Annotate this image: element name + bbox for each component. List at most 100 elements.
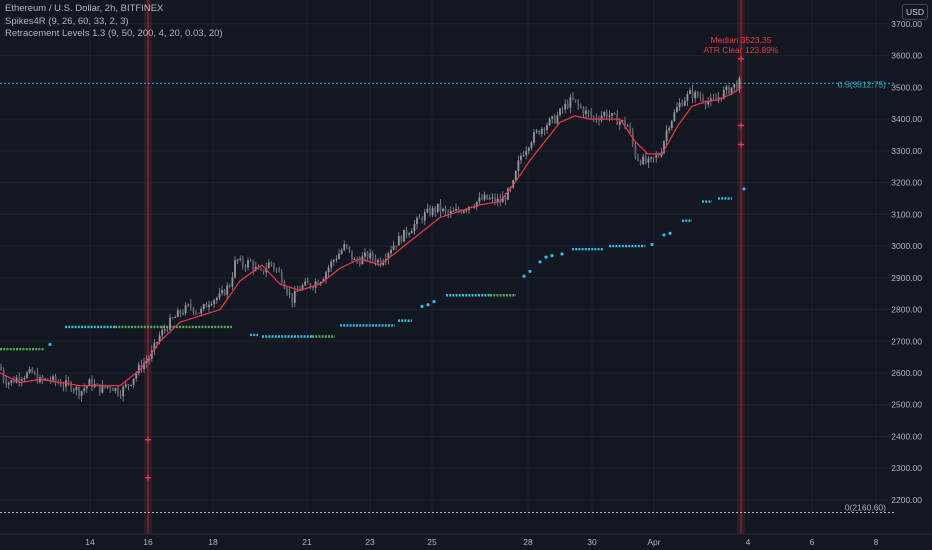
candle-body	[249, 260, 252, 262]
candle-body	[18, 377, 21, 381]
candle-body	[371, 252, 374, 259]
candle-body	[377, 259, 379, 263]
candle-body	[208, 304, 210, 308]
candle-body	[366, 252, 369, 259]
candle-body	[241, 258, 244, 267]
candle-body	[423, 212, 426, 221]
candle-body	[182, 313, 184, 315]
candle-body	[252, 261, 255, 270]
candle-body	[236, 259, 239, 261]
candle-body	[109, 386, 112, 389]
candle-body	[460, 211, 463, 213]
candle-body	[26, 372, 28, 378]
spike-markers	[145, 55, 744, 481]
candle-body	[91, 379, 93, 388]
candle-body	[642, 156, 645, 165]
retracement-level-dot	[662, 233, 666, 237]
candle-body	[715, 98, 717, 100]
candle-body	[278, 269, 281, 273]
time-tick-label: Apr	[647, 537, 660, 547]
currency-badge[interactable]: USD	[902, 4, 928, 20]
candle-body	[275, 268, 278, 270]
candle-body	[0, 366, 2, 370]
candle-body	[486, 194, 489, 200]
candle-body	[309, 283, 312, 287]
candle-body	[117, 387, 119, 395]
candle-body	[135, 373, 138, 379]
price-tick-label: 2900.00	[891, 273, 922, 283]
candle-body	[306, 281, 309, 284]
candle-body	[600, 115, 603, 121]
candle-body	[28, 369, 31, 373]
candle-body	[286, 288, 288, 294]
candle-body	[44, 378, 47, 380]
candle-body	[195, 312, 197, 314]
candle-body	[634, 144, 637, 158]
candle-body	[234, 260, 236, 278]
candle-body	[5, 380, 8, 385]
legend-indicator-spikes[interactable]: Spikes4R (9, 26, 60, 33, 2, 3)	[5, 15, 129, 27]
candle-body	[312, 286, 314, 288]
candle-body	[462, 210, 465, 213]
candle-body	[561, 108, 564, 110]
candle-body	[351, 250, 353, 260]
candle-body	[637, 157, 639, 161]
candle-body	[335, 258, 338, 261]
candle-body	[166, 329, 169, 331]
candle-body	[293, 290, 296, 303]
candle-body	[501, 196, 504, 203]
candle-body	[267, 262, 270, 269]
candle-body	[707, 101, 710, 105]
candle-body	[197, 312, 200, 314]
candle-body	[395, 245, 398, 247]
candle-body	[587, 110, 590, 113]
candle-body	[543, 128, 546, 130]
time-tick-label: 4	[746, 537, 751, 547]
candle-body	[553, 116, 556, 124]
fib-top-label: 0.5(3512.75)	[838, 79, 886, 89]
time-tick-label: 30	[587, 537, 597, 547]
candle-body	[364, 252, 366, 257]
candle-body	[525, 150, 528, 156]
candle-body	[338, 253, 340, 259]
candle-body	[564, 103, 567, 110]
candle-body	[158, 335, 161, 343]
candle-body	[322, 279, 325, 282]
candle-body	[361, 256, 364, 265]
time-axis[interactable]: 14 16 18 21 23 25 28 30 Apr 4 6 8	[0, 533, 932, 547]
candle-body	[340, 250, 343, 254]
candle-body	[80, 391, 83, 396]
candle-body	[13, 380, 15, 383]
candle-body	[270, 262, 273, 265]
candle-body	[23, 377, 26, 380]
candle-body	[483, 194, 486, 200]
price-tick-label: 3600.00	[891, 51, 922, 61]
candle-body	[200, 308, 203, 314]
retracement-level-dot	[522, 274, 526, 278]
candle-body	[728, 86, 730, 94]
legend-indicator-retracement[interactable]: Retracement Levels 1.3 (9, 50, 200, 4, 2…	[5, 28, 223, 39]
candle-body	[223, 290, 226, 295]
candle-body	[735, 84, 738, 89]
candle-body	[647, 158, 650, 163]
candle-body	[114, 387, 117, 391]
candle-body	[439, 203, 442, 212]
candle-body	[296, 290, 299, 292]
candle-body	[574, 99, 577, 102]
retracement-level-dot	[550, 253, 554, 258]
legend-symbol[interactable]: Ethereum / U.S. Dollar, 2h, BITFINEX	[5, 3, 164, 14]
price-tick-label: 3500.00	[891, 82, 922, 92]
candle-body	[132, 378, 135, 385]
candle-body	[156, 342, 158, 344]
price-tick-label: 3100.00	[891, 209, 922, 219]
candle-body	[189, 304, 192, 308]
price-tick-label: 3200.00	[891, 178, 922, 188]
candle-body	[540, 128, 543, 135]
annotation-median: Median 3523.35	[711, 35, 772, 45]
candle-body	[418, 217, 421, 219]
price-axis[interactable]: 2200.00 2300.00 2400.00 2500.00 2600.00 2700.…	[891, 0, 932, 550]
candle-body	[605, 112, 608, 118]
candle-body	[694, 92, 697, 99]
candle-body	[699, 96, 702, 98]
